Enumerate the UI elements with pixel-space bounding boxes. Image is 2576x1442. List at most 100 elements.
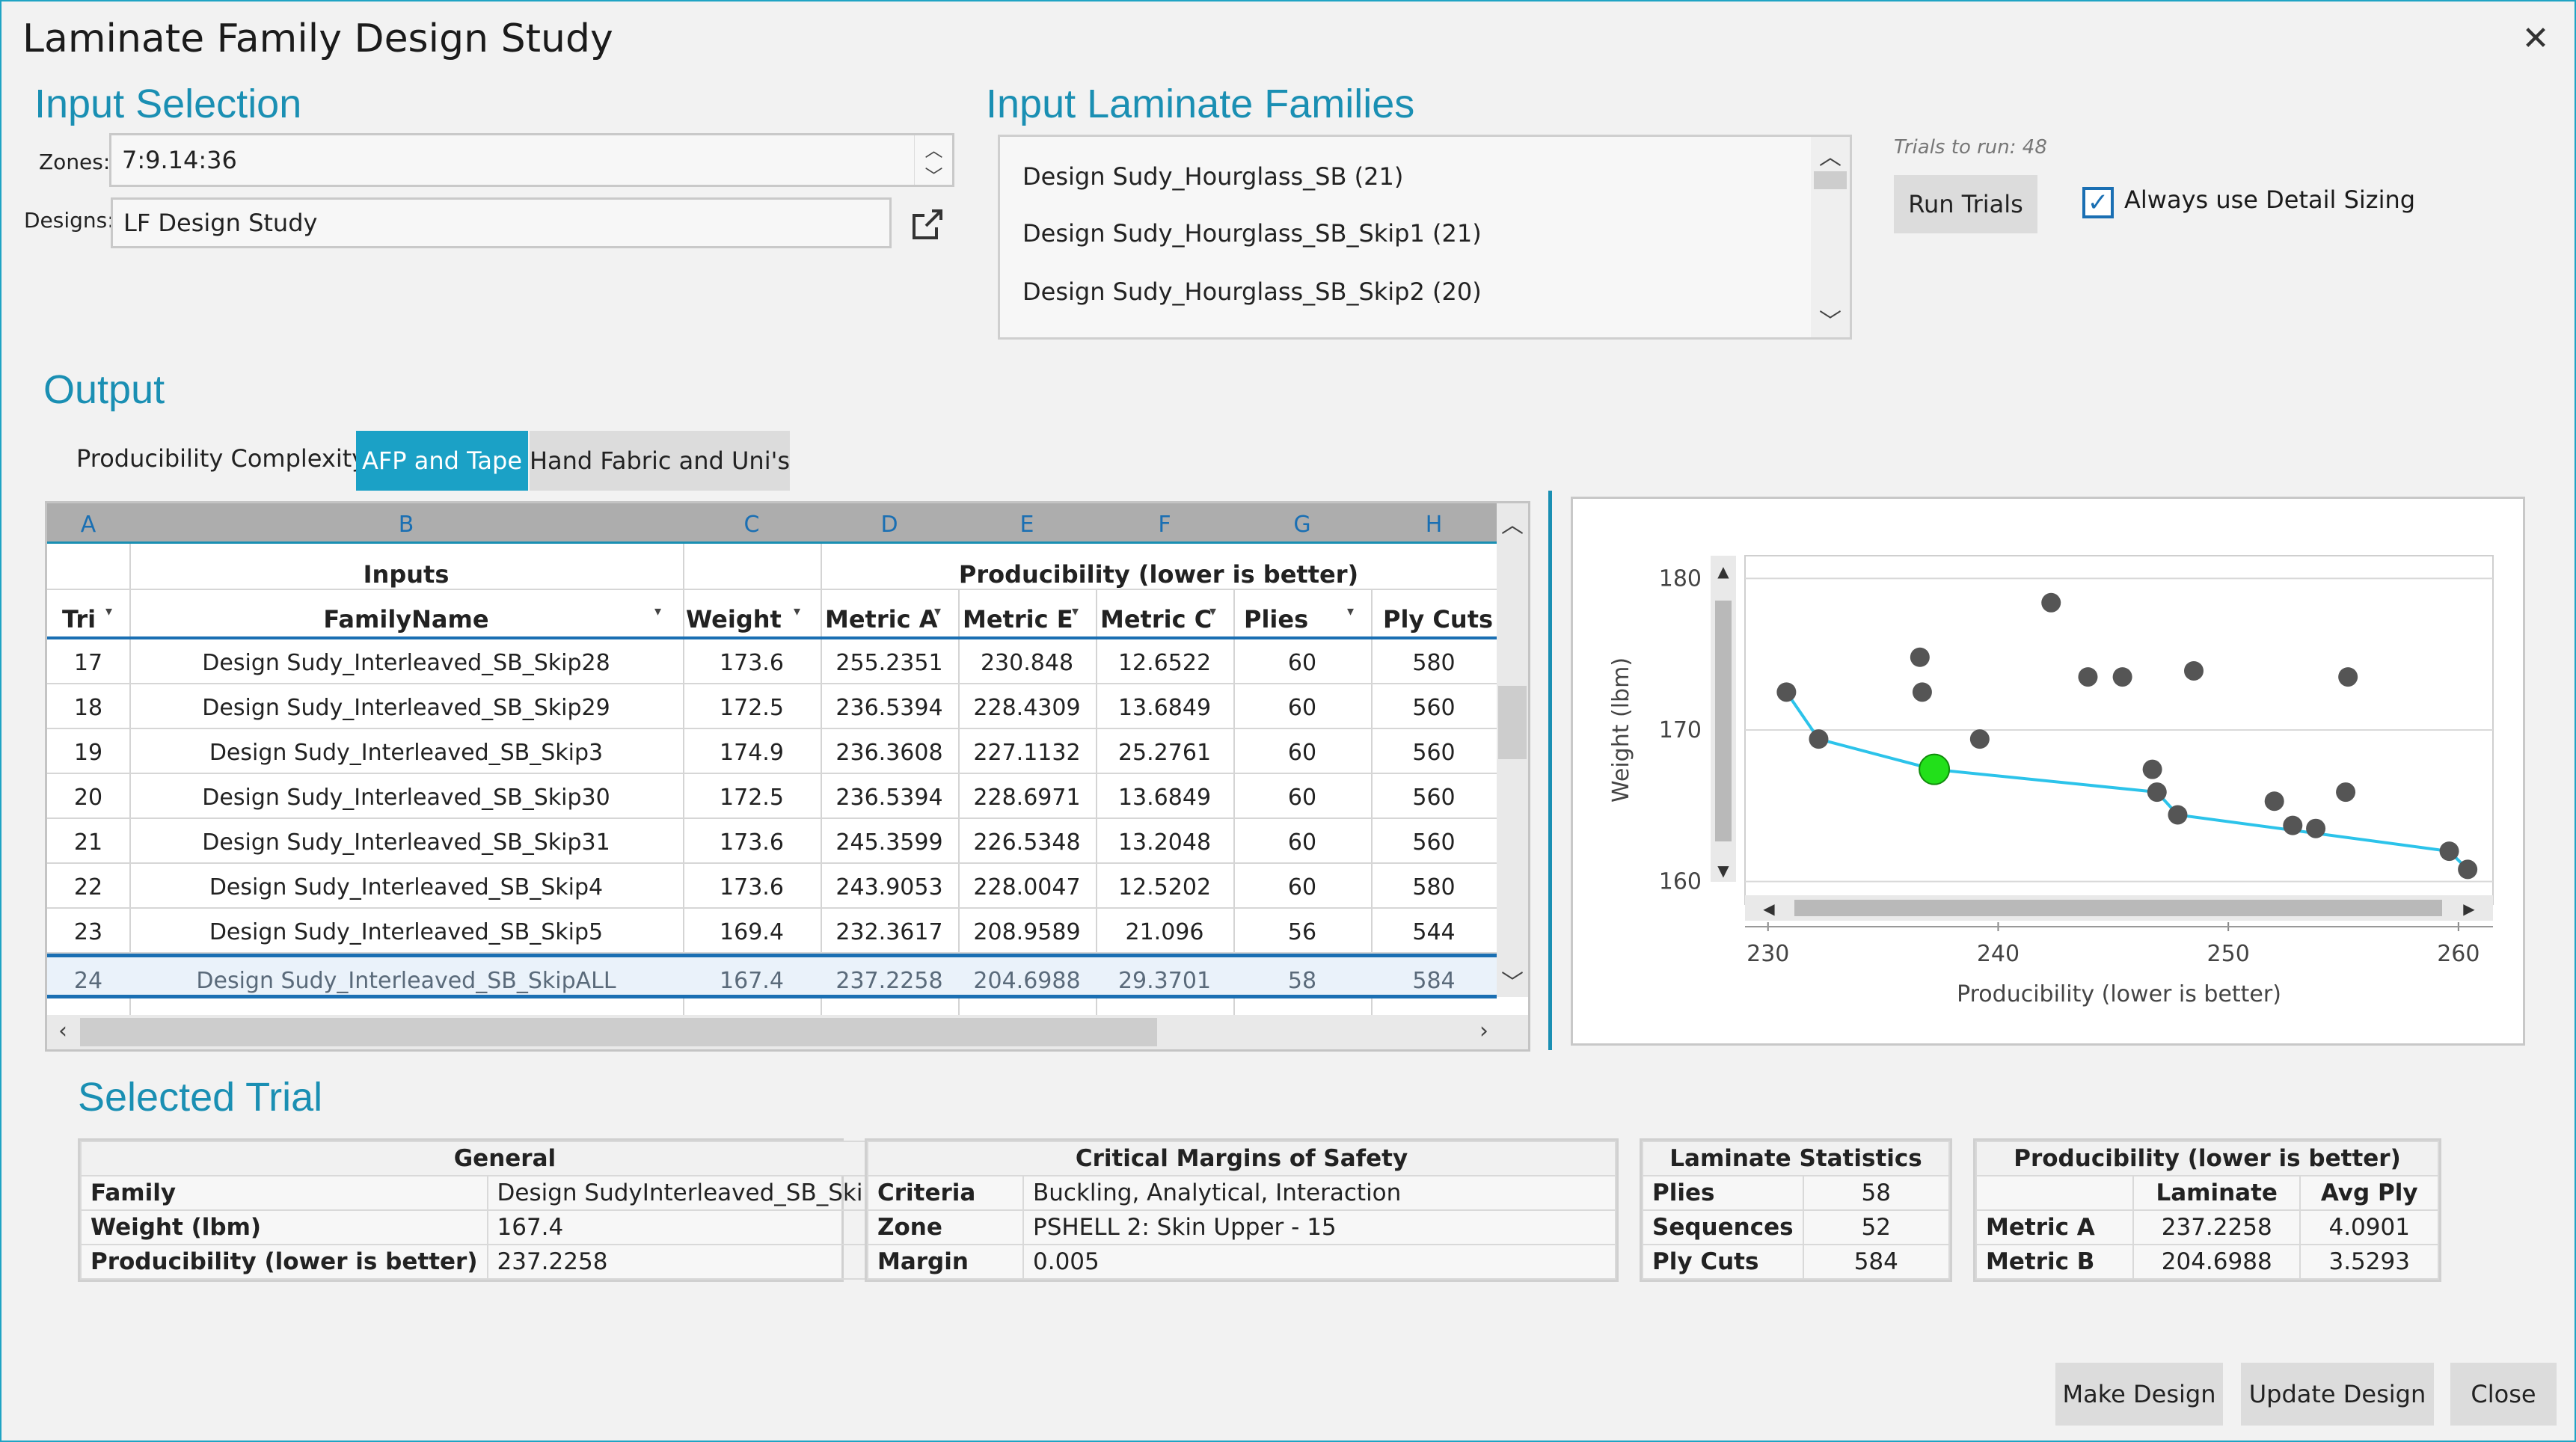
table-cell: 173.6	[720, 650, 784, 676]
table-cell: Design Sudy_Interleaved_SB_Skip4	[209, 874, 604, 901]
list-item[interactable]: Design Sudy_Hourglass_SB (21)	[1022, 162, 1404, 191]
table-title: Producibility (lower is better)	[1975, 1141, 2439, 1176]
pareto-chart[interactable]: ▲ ▼ ◀ ▶ 160 170 180 230 240 250 260 Producibili…	[1571, 497, 2525, 1046]
designs-input[interactable]: LF Design Study	[111, 197, 892, 248]
table-row[interactable]: 24 Design Sudy_Interleaved_SB_SkipALL 167.…	[47, 954, 1497, 998]
families-scrollbar[interactable]: ︿ ﹀	[1811, 137, 1850, 337]
col-divider	[129, 544, 131, 1049]
table-row[interactable]: 17 Design Sudy_Interleaved_SB_Skip28 173.6…	[47, 639, 1497, 684]
filter-icon[interactable]: ▾	[105, 604, 113, 619]
table-cell: Design Sudy_Interleaved_SB_Skip29	[202, 695, 610, 721]
column-letter[interactable]: A	[80, 512, 96, 538]
tab-afp-and-tape[interactable]: AFP and Tape	[356, 431, 528, 491]
detail-sizing-label: Always use Detail Sizing	[2124, 185, 2416, 214]
table-row[interactable]: 18 Design Sudy_Interleaved_SB_Skip29 172.5…	[47, 684, 1497, 729]
filter-icon[interactable]: ▾	[654, 604, 662, 619]
table-cell: 18	[73, 695, 103, 721]
update-design-button[interactable]: Update Design	[2241, 1363, 2434, 1426]
scroll-thumb	[1715, 601, 1732, 841]
table-value: 4.0901	[2299, 1209, 2439, 1245]
group-header-producibility: Producibility (lower is better)	[958, 560, 1359, 589]
detail-sizing-checkbox[interactable]: ✓	[2082, 187, 2114, 218]
splitter[interactable]	[1548, 491, 1552, 1050]
chevron-up-icon: ▲	[1717, 562, 1729, 580]
data-point	[2458, 859, 2478, 880]
table-row[interactable]: 23 Design Sudy_Interleaved_SB_Skip5 169.4 2…	[47, 909, 1497, 954]
table-cell: 580	[1412, 650, 1456, 676]
table-cell: 17	[73, 650, 103, 676]
table-row[interactable]: 20 Design Sudy_Interleaved_SB_Skip30 172.5…	[47, 774, 1497, 819]
table-cell: 174.9	[720, 740, 784, 766]
column-letter[interactable]: C	[743, 512, 760, 538]
table-cell: 169.4	[720, 919, 784, 945]
zones-spinner[interactable]: ︿ ﹀	[914, 135, 953, 187]
grid-hscrollbar[interactable]: ‹ ›	[47, 1015, 1528, 1049]
chevron-down-icon[interactable]: ﹀	[1819, 309, 1841, 335]
header-tri[interactable]: Tri	[62, 605, 96, 633]
table-cell: Design Sudy_Interleaved_SB_Skip28	[202, 650, 610, 676]
table-cell: 245.3599	[835, 829, 943, 856]
table-row[interactable]: 21 Design Sudy_Interleaved_SB_Skip31 173.6…	[47, 819, 1497, 864]
header-familyname[interactable]: FamilyName	[323, 605, 489, 633]
header-metric-c[interactable]: Metric C	[1100, 605, 1212, 633]
list-item[interactable]: Design Sudy_Hourglass_SB_Skip1 (21)	[1022, 219, 1482, 248]
scroll-thumb[interactable]	[1814, 171, 1847, 189]
column-letter[interactable]: B	[398, 512, 414, 538]
run-trials-button[interactable]: Run Trials	[1894, 175, 2037, 233]
chevron-down-icon[interactable]: ﹀	[924, 166, 943, 187]
table-col-header: Avg Ply	[2299, 1175, 2439, 1211]
header-metric-a[interactable]: Metric A	[825, 605, 938, 633]
filter-icon[interactable]: ▾	[1347, 604, 1355, 619]
column-letter[interactable]: F	[1158, 512, 1171, 538]
chevron-up-icon[interactable]: ︿	[1501, 512, 1524, 539]
column-letter[interactable]: G	[1293, 512, 1311, 538]
scroll-thumb[interactable]	[80, 1018, 1157, 1046]
chevron-left-icon[interactable]: ‹	[58, 1018, 67, 1044]
table-col-header: Laminate	[2132, 1175, 2301, 1211]
column-letter[interactable]: D	[880, 512, 898, 538]
data-point	[1910, 647, 1930, 667]
header-plies[interactable]: Plies	[1244, 605, 1309, 633]
y-tick-label: 180	[1659, 565, 1702, 592]
grid-vscrollbar[interactable]: ︿ ﹀	[1497, 503, 1528, 997]
header-ply-cuts[interactable]: Ply Cuts	[1383, 605, 1494, 633]
filter-icon[interactable]: ▾	[1209, 604, 1217, 619]
tab-hand-fabric[interactable]: Hand Fabric and Uni's	[530, 431, 790, 491]
designs-label: Designs:	[24, 208, 114, 233]
make-design-button[interactable]: Make Design	[2055, 1363, 2223, 1426]
families-listbox[interactable]: Design Sudy_Hourglass_SB (21) Design Sud…	[998, 135, 1852, 340]
column-letter[interactable]: H	[1425, 512, 1443, 538]
close-button[interactable]: Close	[2450, 1363, 2557, 1426]
table-cell: 13.6849	[1117, 695, 1212, 721]
header-metric-e[interactable]: Metric E	[963, 605, 1073, 633]
scroll-thumb[interactable]	[1498, 686, 1527, 759]
table-cell: 60	[1287, 829, 1317, 856]
data-point	[2142, 759, 2162, 779]
close-icon[interactable]: ✕	[2521, 19, 2550, 58]
zones-input[interactable]: 7:9.14:36	[109, 133, 954, 187]
data-point	[2338, 667, 2358, 687]
filter-icon[interactable]: ▾	[794, 604, 801, 619]
header-weight[interactable]: Weight	[686, 605, 782, 633]
table-row[interactable]: 22 Design Sudy_Interleaved_SB_Skip4 173.6 2…	[47, 864, 1497, 909]
table-value: 167.4	[486, 1209, 930, 1245]
list-item[interactable]: Design Sudy_Hourglass_SB_Skip2 (20)	[1022, 277, 1482, 306]
chevron-up-icon[interactable]: ︿	[1819, 144, 1841, 171]
table-cell: 60	[1287, 695, 1317, 721]
filter-icon[interactable]: ▾	[1072, 604, 1079, 619]
table-cell: 13.2048	[1117, 829, 1212, 856]
table-cell: 173.6	[720, 829, 784, 856]
input-families-heading: Input Laminate Families	[986, 82, 1415, 126]
table-cell: 12.5202	[1117, 874, 1212, 901]
table-key: Metric B	[1975, 1244, 2134, 1280]
column-letter[interactable]: E	[1019, 512, 1034, 538]
chevron-right-icon[interactable]: ›	[1479, 1018, 1488, 1044]
col-divider	[1371, 589, 1373, 1049]
filter-icon[interactable]: ▾	[934, 604, 942, 619]
chevron-down-icon[interactable]: ﹀	[1501, 970, 1524, 996]
trials-grid[interactable]: A B C D E F G H Inputs Producibility (lo…	[45, 501, 1530, 1052]
table-value: 584	[1802, 1244, 1951, 1280]
table-row[interactable]: 19 Design Sudy_Interleaved_SB_Skip3 174.9 2…	[47, 729, 1497, 774]
open-external-icon[interactable]	[910, 206, 945, 242]
chevron-up-icon[interactable]: ︿	[924, 140, 943, 161]
